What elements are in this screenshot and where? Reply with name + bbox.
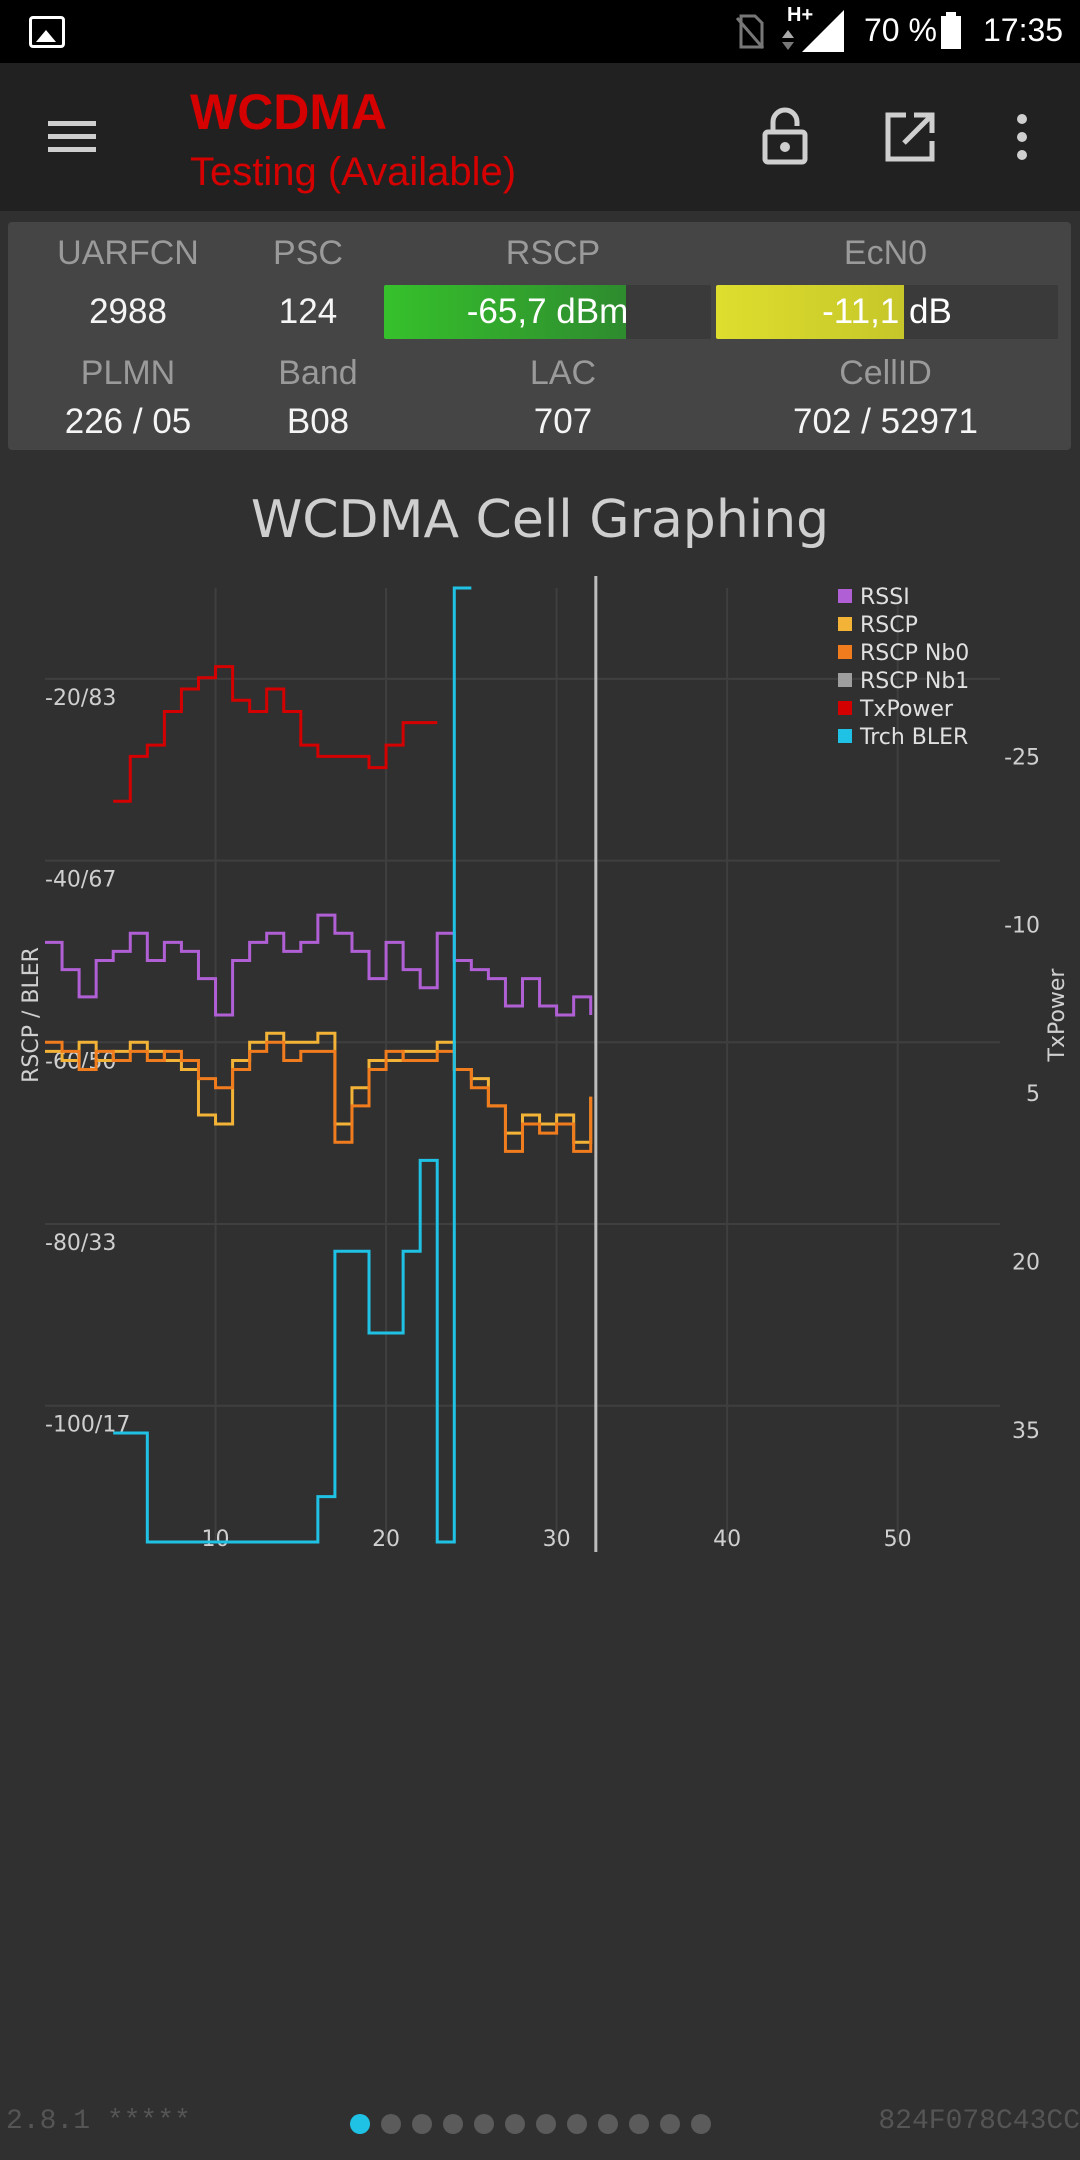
- more-icon[interactable]: [1010, 111, 1034, 163]
- status-bar: H+ 70 % 17:35: [0, 0, 1080, 63]
- page-dot[interactable]: [505, 2114, 525, 2134]
- page-indicator[interactable]: [350, 2114, 730, 2136]
- version-label: 2.8.1 *****: [6, 2106, 191, 2137]
- ecn0-label: EcN0: [843, 234, 928, 272]
- legend-swatch: [838, 673, 852, 687]
- legend-swatch: [838, 729, 852, 743]
- device-id-label: 824F078C43CC: [878, 2106, 1080, 2137]
- clock: 17:35: [983, 12, 1064, 48]
- page-dot[interactable]: [412, 2114, 432, 2134]
- data-activity-icon: [782, 30, 794, 50]
- network-type-badge: H+: [787, 4, 814, 26]
- y-tick-label: -80/33: [45, 1231, 116, 1256]
- x-tick-label: 10: [202, 1527, 230, 1552]
- y-axis-title: RSCP / BLER: [19, 947, 44, 1083]
- page-dot[interactable]: [536, 2114, 556, 2134]
- cellid-label: CellID: [839, 354, 932, 392]
- page-dot[interactable]: [443, 2114, 463, 2134]
- signal-icon: [802, 10, 844, 52]
- open-external-icon[interactable]: [884, 111, 936, 163]
- psc-value: 124: [278, 292, 338, 331]
- page-dot[interactable]: [691, 2114, 711, 2134]
- legend-label: RSSI: [860, 585, 910, 610]
- y-tick-label: -20/83: [45, 686, 116, 711]
- page-dot[interactable]: [660, 2114, 680, 2134]
- legend-swatch: [838, 701, 852, 715]
- legend-swatch: [838, 589, 852, 603]
- series-line-rscp-nb0: [45, 1040, 593, 1153]
- series-line-rssi: [45, 913, 593, 1017]
- battery-percent: 70 %: [864, 12, 937, 48]
- lac-label: LAC: [529, 354, 597, 392]
- image-icon: [29, 16, 65, 48]
- series-line-trch-bler: [113, 586, 472, 1544]
- band-value: B08: [286, 402, 350, 441]
- uarfcn-value: 2988: [89, 292, 167, 331]
- x-tick-label: 40: [713, 1527, 741, 1552]
- app-title: WCDMA: [190, 84, 388, 140]
- cell-info-card: UARFCN PSC RSCP EcN0 2988 124 -65,7 dBm …: [8, 222, 1071, 450]
- rscp-meter-fill: [384, 285, 626, 339]
- legend-label: RSCP Nb0: [860, 641, 969, 666]
- app-status-subtitle: Testing (Available): [190, 150, 517, 194]
- ecn0-meter-fill: [716, 285, 905, 339]
- app-bar: WCDMA Testing (Available): [0, 63, 1080, 211]
- rscp-label: RSCP: [505, 234, 601, 272]
- graph-title: WCDMA Cell Graphing: [250, 490, 830, 550]
- y-tick-label: -40/67: [45, 868, 116, 893]
- legend-swatch: [838, 617, 852, 631]
- y2-tick-label: 35: [1012, 1419, 1040, 1444]
- band-label: Band: [278, 354, 358, 392]
- battery-icon: [941, 12, 961, 49]
- ecn0-meter: -11,1 dB: [716, 285, 1058, 339]
- lac-value: 707: [533, 402, 593, 441]
- rscp-meter: -65,7 dBm: [384, 285, 711, 339]
- page-dot[interactable]: [567, 2114, 587, 2134]
- no-sim-icon: [735, 14, 765, 49]
- uarfcn-label: UARFCN: [57, 234, 199, 272]
- plmn-label: PLMN: [80, 354, 176, 392]
- x-tick-label: 20: [372, 1527, 400, 1552]
- page-dot[interactable]: [381, 2114, 401, 2134]
- y2-tick-label: -10: [1004, 914, 1040, 939]
- psc-label: PSC: [273, 234, 343, 272]
- page-dot[interactable]: [629, 2114, 649, 2134]
- legend-label: TxPower: [859, 697, 954, 722]
- page-dot[interactable]: [350, 2114, 370, 2134]
- legend-label: RSCP Nb1: [860, 669, 969, 694]
- x-tick-label: 30: [543, 1527, 571, 1552]
- cell-graph-chart[interactable]: 10 20 30 40 50-100/17-80/33-60/50-40/67-20/8…: [0, 560, 1080, 1560]
- x-tick-label: 50: [884, 1527, 912, 1552]
- cellid-value: 702 / 52971: [793, 402, 978, 441]
- ecn0-value: -11,1 dB: [822, 292, 952, 331]
- page-dot[interactable]: [474, 2114, 494, 2134]
- y2-tick-label: -25: [1004, 745, 1040, 770]
- y2-tick-label: 20: [1012, 1250, 1040, 1275]
- plmn-value: 226 / 05: [64, 402, 192, 441]
- y2-tick-label: 5: [1026, 1082, 1040, 1107]
- y2-axis-title: TxPower: [1045, 968, 1070, 1063]
- lock-icon[interactable]: [760, 106, 810, 166]
- legend-label: Trch BLER: [859, 725, 968, 750]
- menu-icon[interactable]: [46, 115, 98, 159]
- series-line-txpower: [113, 665, 438, 803]
- legend-swatch: [838, 645, 852, 659]
- rscp-value: -65,7 dBm: [466, 292, 629, 331]
- legend-label: RSCP: [860, 613, 918, 638]
- page-dot[interactable]: [598, 2114, 618, 2134]
- series-line-rscp: [45, 1031, 593, 1144]
